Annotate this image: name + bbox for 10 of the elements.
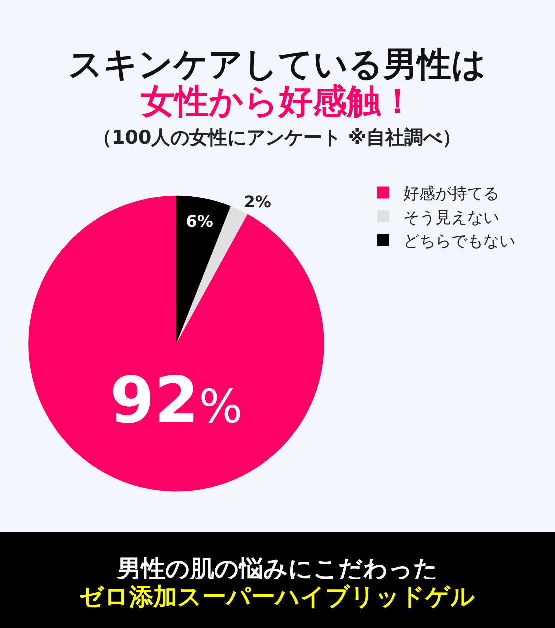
chart-title: スキンケアしている男性は — [68, 44, 486, 85]
data-label: 92% — [110, 364, 243, 439]
legend-label: 好感が持てる — [404, 184, 500, 203]
data-label: 2% — [244, 192, 272, 212]
legend-label: そう見えない — [404, 208, 500, 227]
legend-label: どちらでもない — [404, 232, 516, 251]
data-label: 6% — [186, 212, 214, 231]
text: ゼロ添加スーパーハイブリッドゲル — [80, 583, 476, 611]
chart-subtitle: 女性から好感触！ — [140, 82, 415, 122]
text: （100人の女性にアンケート ※自社調べ） — [93, 127, 462, 149]
